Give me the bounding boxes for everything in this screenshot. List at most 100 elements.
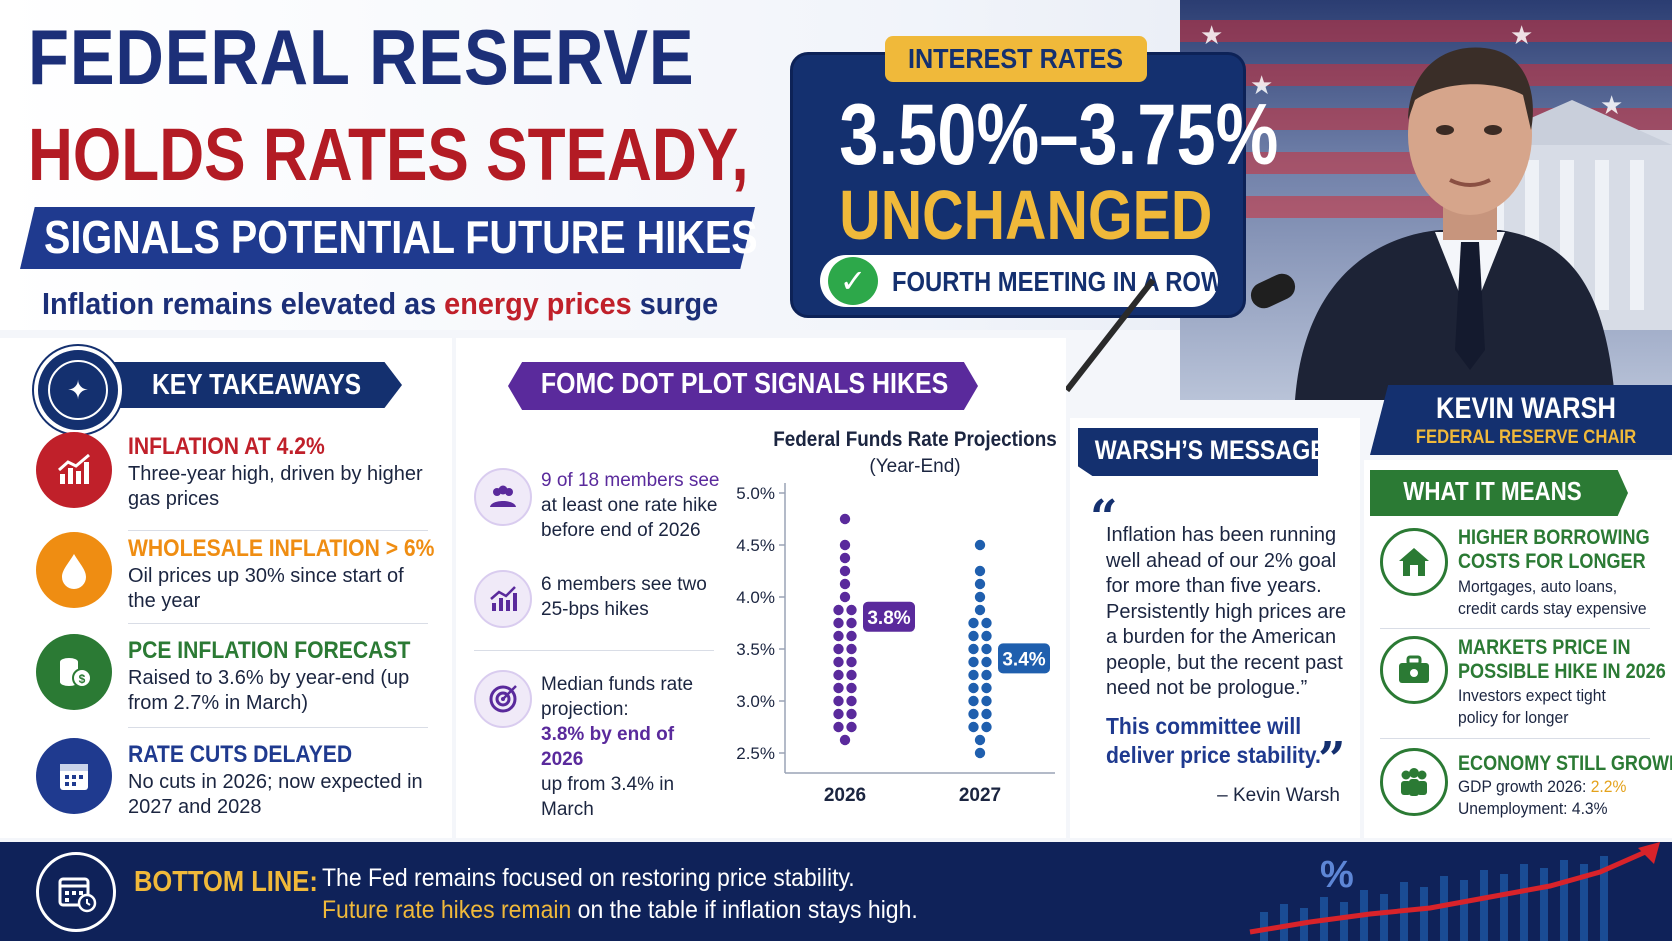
- dot-point: [833, 669, 844, 681]
- dot-point: [846, 630, 857, 642]
- y-tick-label: 3.0%: [736, 692, 775, 711]
- median-badge: [863, 601, 915, 632]
- dot-point: [846, 604, 857, 616]
- open-quote-icon: “: [1090, 490, 1118, 546]
- dot-point: [839, 578, 851, 590]
- dot-point: [839, 565, 851, 577]
- x-tick-label: 2027: [959, 785, 1001, 806]
- dot-point: [981, 656, 992, 668]
- dot-point: [981, 669, 992, 681]
- dot-point: [846, 617, 857, 629]
- dot-point: [968, 708, 979, 720]
- median-badge: [998, 643, 1050, 674]
- fomc-fact-1: 9 of 18 members see at least one rate hi…: [541, 470, 720, 541]
- y-tick-label: 5.0%: [736, 484, 775, 503]
- means-head: MARKETS PRICE IN POSSIBLE HIKE IN 2026: [1458, 636, 1666, 683]
- divider: [474, 650, 714, 651]
- y-tick-label: 3.5%: [736, 640, 775, 659]
- means-title: WHAT IT MEANS: [1403, 476, 1582, 506]
- bottom-line-label: BOTTOM LINE:: [134, 866, 318, 898]
- quote-author: – Kevin Warsh: [1217, 785, 1340, 806]
- dot-point: [974, 591, 986, 603]
- warsh-banner: [1078, 428, 1318, 476]
- divider: [128, 623, 428, 624]
- dot-point: [968, 669, 979, 681]
- means-body: Mortgages, auto loans, credit cards stay …: [1458, 577, 1647, 618]
- median-label: 3.8%: [867, 608, 910, 629]
- dot-plot-chart: 5.0% 4.5% 4.0% 3.5% 3.0% 2.5% 3.8% 2026 3.4% 2027: [736, 483, 1055, 806]
- warsh-panel: [1070, 418, 1360, 838]
- takeaways-banner: [110, 362, 402, 408]
- dot-point: [839, 552, 851, 564]
- svg-text:%: %: [1320, 854, 1354, 896]
- fomc-title: FOMC DOT PLOT SIGNALS HIKES: [540, 368, 949, 400]
- fomc-banner: [508, 362, 978, 410]
- takeaway-head: WHOLESALE INFLATION > 6%: [128, 535, 435, 562]
- dot-point: [846, 695, 857, 707]
- y-tick-label: 4.5%: [736, 536, 775, 555]
- dot-point: [974, 539, 986, 551]
- oil-drop-icon: [36, 532, 112, 608]
- dot-point: [839, 539, 851, 551]
- interest-rate-value: 3.50%–3.75%: [839, 87, 1279, 183]
- dot-point: [981, 643, 992, 655]
- median-label: 3.4%: [1002, 649, 1045, 670]
- dot-point: [833, 643, 844, 655]
- takeaways-title: KEY TAKEAWAYS: [152, 369, 362, 401]
- dot-point: [839, 513, 851, 525]
- takeaway-head: PCE INFLATION FORECAST: [128, 637, 411, 664]
- dot-point: [833, 656, 844, 668]
- briefcase-icon: [1380, 636, 1448, 704]
- close-quote-icon: ”: [1318, 732, 1346, 788]
- dot-point: [981, 617, 992, 629]
- dot-point: [846, 669, 857, 681]
- y-tick-label: 4.0%: [736, 588, 775, 607]
- bottom-line-text-1: The Fed remains focused on restoring pri…: [322, 864, 855, 892]
- means-head: ECONOMY STILL GROWING: [1458, 752, 1672, 775]
- divider: [128, 727, 428, 728]
- dot-point: [833, 617, 844, 629]
- dot-point: [968, 643, 979, 655]
- means-banner: [1370, 470, 1628, 516]
- means-body: Investors expect tight policy for longer: [1458, 686, 1606, 727]
- calendar-icon: [36, 738, 112, 814]
- speaker-name-card: [1370, 385, 1672, 455]
- dot-point: [846, 682, 857, 694]
- dot-point: [839, 591, 851, 603]
- dot-point: [846, 708, 857, 720]
- divider: [1380, 628, 1650, 629]
- dot-point: [833, 630, 844, 642]
- takeaway-body: Oil prices up 30% since start of the yea…: [128, 565, 404, 612]
- bottom-line-bar: [0, 842, 1672, 941]
- check-icon: ✓: [828, 257, 878, 305]
- warsh-title: WARSH’S MESSAGE: [1094, 435, 1326, 465]
- dot-point: [981, 695, 992, 707]
- takeaway-body: Three-year high, driven by higher gas pr…: [128, 463, 423, 510]
- dot-point: [981, 708, 992, 720]
- takeaway-body: Raised to 3.6% by year-end (up from 2.7%…: [128, 667, 410, 714]
- dot-point: [968, 656, 979, 668]
- dot-point: [981, 721, 992, 733]
- chart-up-icon: [36, 432, 112, 508]
- warsh-emphasis: This committee will deliver price stabil…: [1106, 713, 1321, 768]
- dot-point: [833, 682, 844, 694]
- chart-title: Federal Funds Rate Projections: [773, 428, 1057, 451]
- dot-point: [968, 630, 979, 642]
- dot-point: [833, 695, 844, 707]
- dot-point: [846, 643, 857, 655]
- dot-point: [846, 656, 857, 668]
- house-icon: [1380, 528, 1448, 596]
- dot-point: [839, 734, 851, 746]
- divider: [1380, 738, 1650, 739]
- coins-icon: $: [36, 634, 112, 710]
- dot-point: [981, 630, 992, 642]
- dot-point: [833, 604, 844, 616]
- calendar-clock-icon: [36, 852, 116, 932]
- x-tick-label: 2026: [824, 785, 866, 806]
- svg-text:$: $: [79, 672, 86, 686]
- dot-point: [833, 708, 844, 720]
- fomc-fact-3: Median funds rate projection: 3.8% by end…: [541, 674, 694, 820]
- speaker-role: FEDERAL RESERVE CHAIR: [1415, 427, 1637, 448]
- star-icon: ★: [1510, 20, 1534, 50]
- speaker-portrait: [1295, 47, 1672, 400]
